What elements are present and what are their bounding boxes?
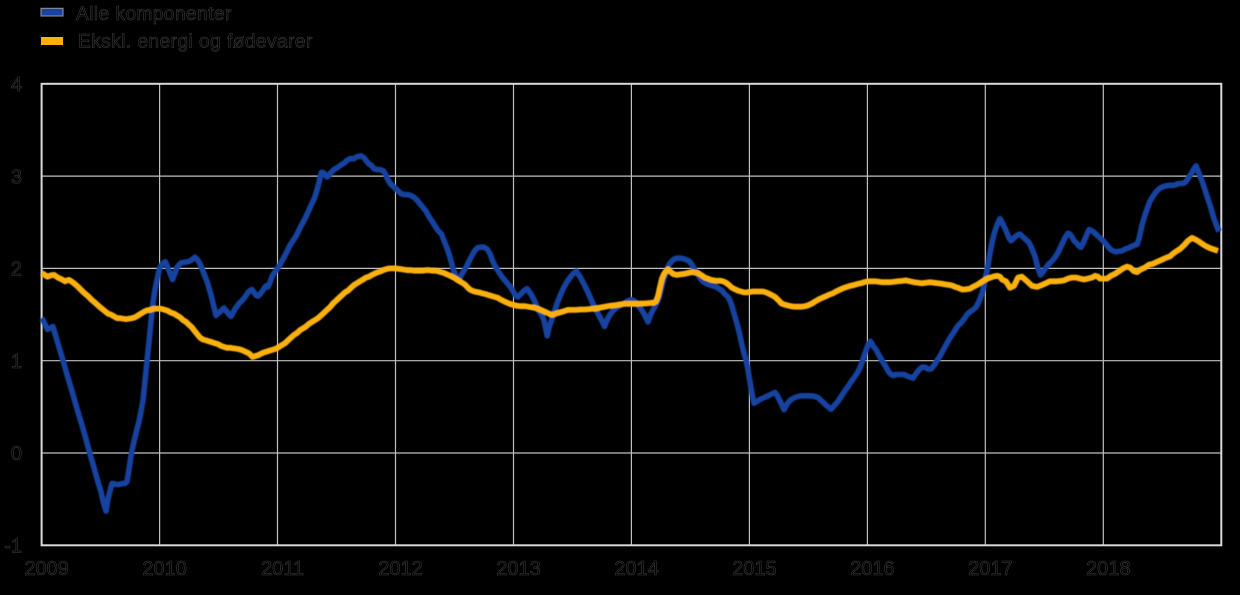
svg-text:-1: -1 xyxy=(4,536,22,558)
svg-text:2012: 2012 xyxy=(378,558,423,580)
svg-text:4: 4 xyxy=(11,74,22,96)
svg-text:2017: 2017 xyxy=(968,558,1013,580)
svg-text:2016: 2016 xyxy=(850,558,895,580)
svg-text:1: 1 xyxy=(11,351,22,373)
svg-text:Ekskl. energi og fødevarer: Ekskl. energi og fødevarer xyxy=(78,32,313,53)
svg-text:2: 2 xyxy=(11,259,22,281)
svg-text:2018: 2018 xyxy=(1086,558,1131,580)
svg-text:Alle komponenter: Alle komponenter xyxy=(76,4,232,25)
svg-text:2011: 2011 xyxy=(261,558,304,580)
svg-text:2014: 2014 xyxy=(614,558,659,580)
svg-text:2009: 2009 xyxy=(24,558,69,580)
svg-text:2013: 2013 xyxy=(496,558,541,580)
svg-text:3: 3 xyxy=(11,166,22,188)
svg-text:2010: 2010 xyxy=(142,558,187,580)
svg-text:0: 0 xyxy=(11,443,22,465)
svg-text:2015: 2015 xyxy=(732,558,777,580)
